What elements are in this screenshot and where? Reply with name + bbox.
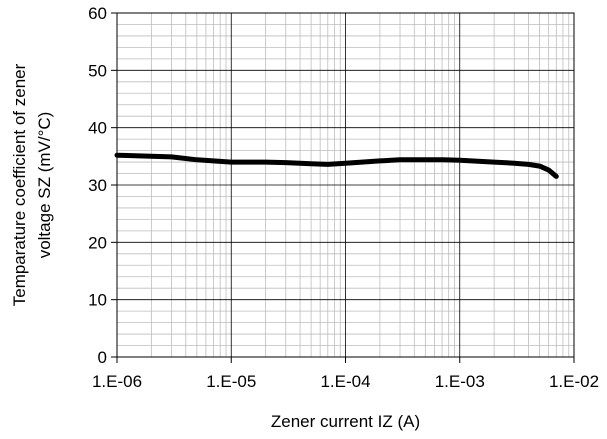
x-tick-label: 1.E-04	[320, 372, 370, 391]
y-tick-label: 60	[88, 4, 107, 23]
y-tick-label: 0	[98, 348, 107, 367]
series-group	[114, 152, 559, 179]
y-tick-label: 40	[88, 119, 107, 138]
y-axis-label-line1: Temparature coefficient of zener	[10, 63, 29, 306]
series-line	[114, 152, 559, 179]
y-tick-label: 30	[88, 176, 107, 195]
y-axis-label-line2: voltage SZ (mV/°C)	[35, 112, 54, 259]
x-tick-label: 1.E-06	[92, 372, 142, 391]
x-tick-label: 1.E-05	[206, 372, 256, 391]
y-tick-label: 20	[88, 233, 107, 252]
y-axis-ticks: 0 10 20 30 40 50 60	[88, 4, 117, 367]
x-tick-label: 1.E-03	[435, 372, 485, 391]
y-tick-label: 10	[88, 291, 107, 310]
x-axis-ticks: 1.E-06 1.E-05 1.E-04 1.E-03 1.E-02	[92, 357, 599, 391]
x-tick-label: 1.E-02	[549, 372, 599, 391]
x-axis-label: Zener current IZ (A)	[271, 412, 420, 431]
y-tick-label: 50	[88, 61, 107, 80]
